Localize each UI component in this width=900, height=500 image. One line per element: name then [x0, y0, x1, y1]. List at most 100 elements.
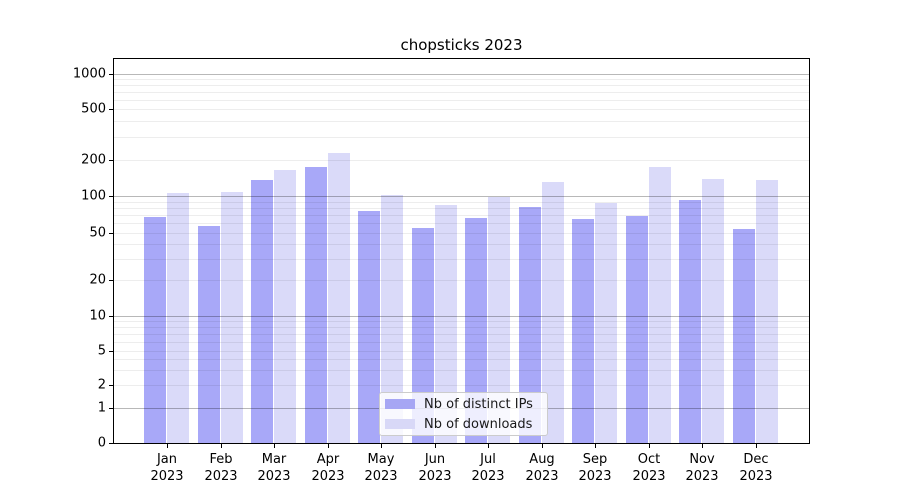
- y-tick-20: [109, 280, 113, 281]
- gridline-minor-40: [114, 244, 809, 245]
- y-tick-10: [109, 316, 113, 317]
- x-tick-may: [381, 444, 382, 448]
- gridline-minor-3: [114, 370, 809, 371]
- bar-downloads-jun: [434, 204, 457, 443]
- bar-distinct-ips-sep: [572, 218, 595, 443]
- gridline-minor-600: [114, 100, 809, 101]
- x-tick-sep: [595, 444, 596, 448]
- bar-distinct-ips-may: [358, 210, 381, 443]
- gridline-major-1000: [114, 74, 809, 75]
- bar-distinct-ips-apr: [304, 166, 327, 443]
- bar-downloads-mar: [274, 170, 297, 443]
- y-tick-label-20: 20: [89, 272, 106, 288]
- bar-distinct-ips-jun: [411, 227, 434, 443]
- y-tick-50: [109, 233, 113, 234]
- x-tick-label-jun: Jun 2023: [418, 452, 452, 484]
- gridline-minor-9: [114, 321, 809, 322]
- bar-downloads-sep: [595, 202, 618, 443]
- legend-label-ips: Nb of distinct IPs: [424, 396, 533, 412]
- gridline-minor-700: [114, 92, 809, 93]
- legend-swatch-downloads: [385, 419, 415, 429]
- x-tick-oct: [649, 444, 650, 448]
- gridline-minor-30: [114, 259, 809, 260]
- legend-row-downloads: Nb of downloads: [380, 414, 547, 434]
- gridline-minor-4: [114, 359, 809, 360]
- gridline-minor-400: [114, 121, 809, 122]
- y-tick-1: [109, 408, 113, 409]
- x-tick-jan: [167, 444, 168, 448]
- bar-downloads-nov: [702, 179, 725, 443]
- chart-title: chopsticks 2023: [400, 36, 523, 54]
- x-tick-nov: [702, 444, 703, 448]
- gridline-major-100: [114, 196, 809, 197]
- legend: Nb of distinct IPs Nb of downloads: [379, 392, 548, 436]
- gridline-minor-7: [114, 334, 809, 335]
- gridline-minor-20: [114, 280, 809, 281]
- bar-distinct-ips-jul: [465, 218, 488, 443]
- x-tick-mar: [274, 444, 275, 448]
- bar-distinct-ips-jan: [144, 217, 167, 443]
- x-tick-label-mar: Mar 2023: [257, 452, 291, 484]
- y-tick-200: [109, 160, 113, 161]
- bar-downloads-aug: [541, 181, 564, 443]
- gridline-minor-200: [114, 160, 809, 161]
- y-tick-1000: [109, 74, 113, 75]
- x-tick-jun: [435, 444, 436, 448]
- y-tick-label-2: 2: [97, 377, 106, 393]
- y-tick-label-100: 100: [81, 188, 106, 204]
- x-tick-label-sep: Sep 2023: [578, 452, 612, 484]
- y-tick-label-5: 5: [97, 343, 106, 359]
- x-tick-label-jul: Jul 2023: [471, 452, 505, 484]
- bar-distinct-ips-feb: [197, 226, 220, 443]
- y-tick-500: [109, 109, 113, 110]
- bar-downloads-jan: [167, 192, 190, 443]
- gridline-minor-2: [114, 385, 809, 386]
- bar-distinct-ips-mar: [251, 180, 274, 443]
- gridline-minor-80: [114, 208, 809, 209]
- gridline-major-10: [114, 316, 809, 317]
- bar-downloads-oct: [648, 167, 671, 443]
- bar-distinct-ips-oct: [625, 215, 648, 443]
- gridline-minor-800: [114, 85, 809, 86]
- y-tick-label-1: 1: [97, 400, 106, 416]
- x-tick-label-dec: Dec 2023: [739, 452, 773, 484]
- x-tick-jul: [488, 444, 489, 448]
- gridline-minor-50: [114, 233, 809, 234]
- x-tick-label-jan: Jan 2023: [150, 452, 184, 484]
- x-tick-feb: [221, 444, 222, 448]
- gridline-minor-8: [114, 327, 809, 328]
- y-tick-2: [109, 385, 113, 386]
- gridline-minor-70: [114, 215, 809, 216]
- x-tick-label-nov: Nov 2023: [685, 452, 719, 484]
- x-tick-aug: [542, 444, 543, 448]
- y-tick-0: [109, 443, 113, 444]
- y-tick-label-50: 50: [89, 225, 106, 241]
- gridline-minor-900: [114, 79, 809, 80]
- y-tick-5: [109, 351, 113, 352]
- bar-downloads-feb: [220, 191, 243, 443]
- x-tick-dec: [756, 444, 757, 448]
- gridline-minor-300: [114, 137, 809, 138]
- x-tick-label-may: May 2023: [364, 452, 398, 484]
- bar-downloads-apr: [327, 152, 350, 443]
- gridline-minor-5: [114, 351, 809, 352]
- legend-label-downloads: Nb of downloads: [424, 416, 533, 432]
- gridline-minor-90: [114, 202, 809, 203]
- bar-downloads-jul: [488, 196, 511, 443]
- y-tick-label-1000: 1000: [72, 66, 106, 82]
- legend-swatch-ips: [385, 399, 415, 409]
- y-tick-label-10: 10: [89, 308, 106, 324]
- bar-downloads-dec: [755, 180, 778, 443]
- x-tick-label-feb: Feb 2023: [204, 452, 238, 484]
- x-tick-apr: [328, 444, 329, 448]
- y-tick-label-500: 500: [81, 101, 106, 117]
- x-tick-label-aug: Aug 2023: [525, 452, 559, 484]
- bar-distinct-ips-dec: [732, 228, 755, 443]
- gridline-minor-6: [114, 342, 809, 343]
- x-tick-label-oct: Oct 2023: [632, 452, 666, 484]
- gridline-minor-60: [114, 223, 809, 224]
- y-tick-label-0: 0: [97, 435, 106, 451]
- gridline-minor-500: [114, 109, 809, 110]
- y-tick-100: [109, 196, 113, 197]
